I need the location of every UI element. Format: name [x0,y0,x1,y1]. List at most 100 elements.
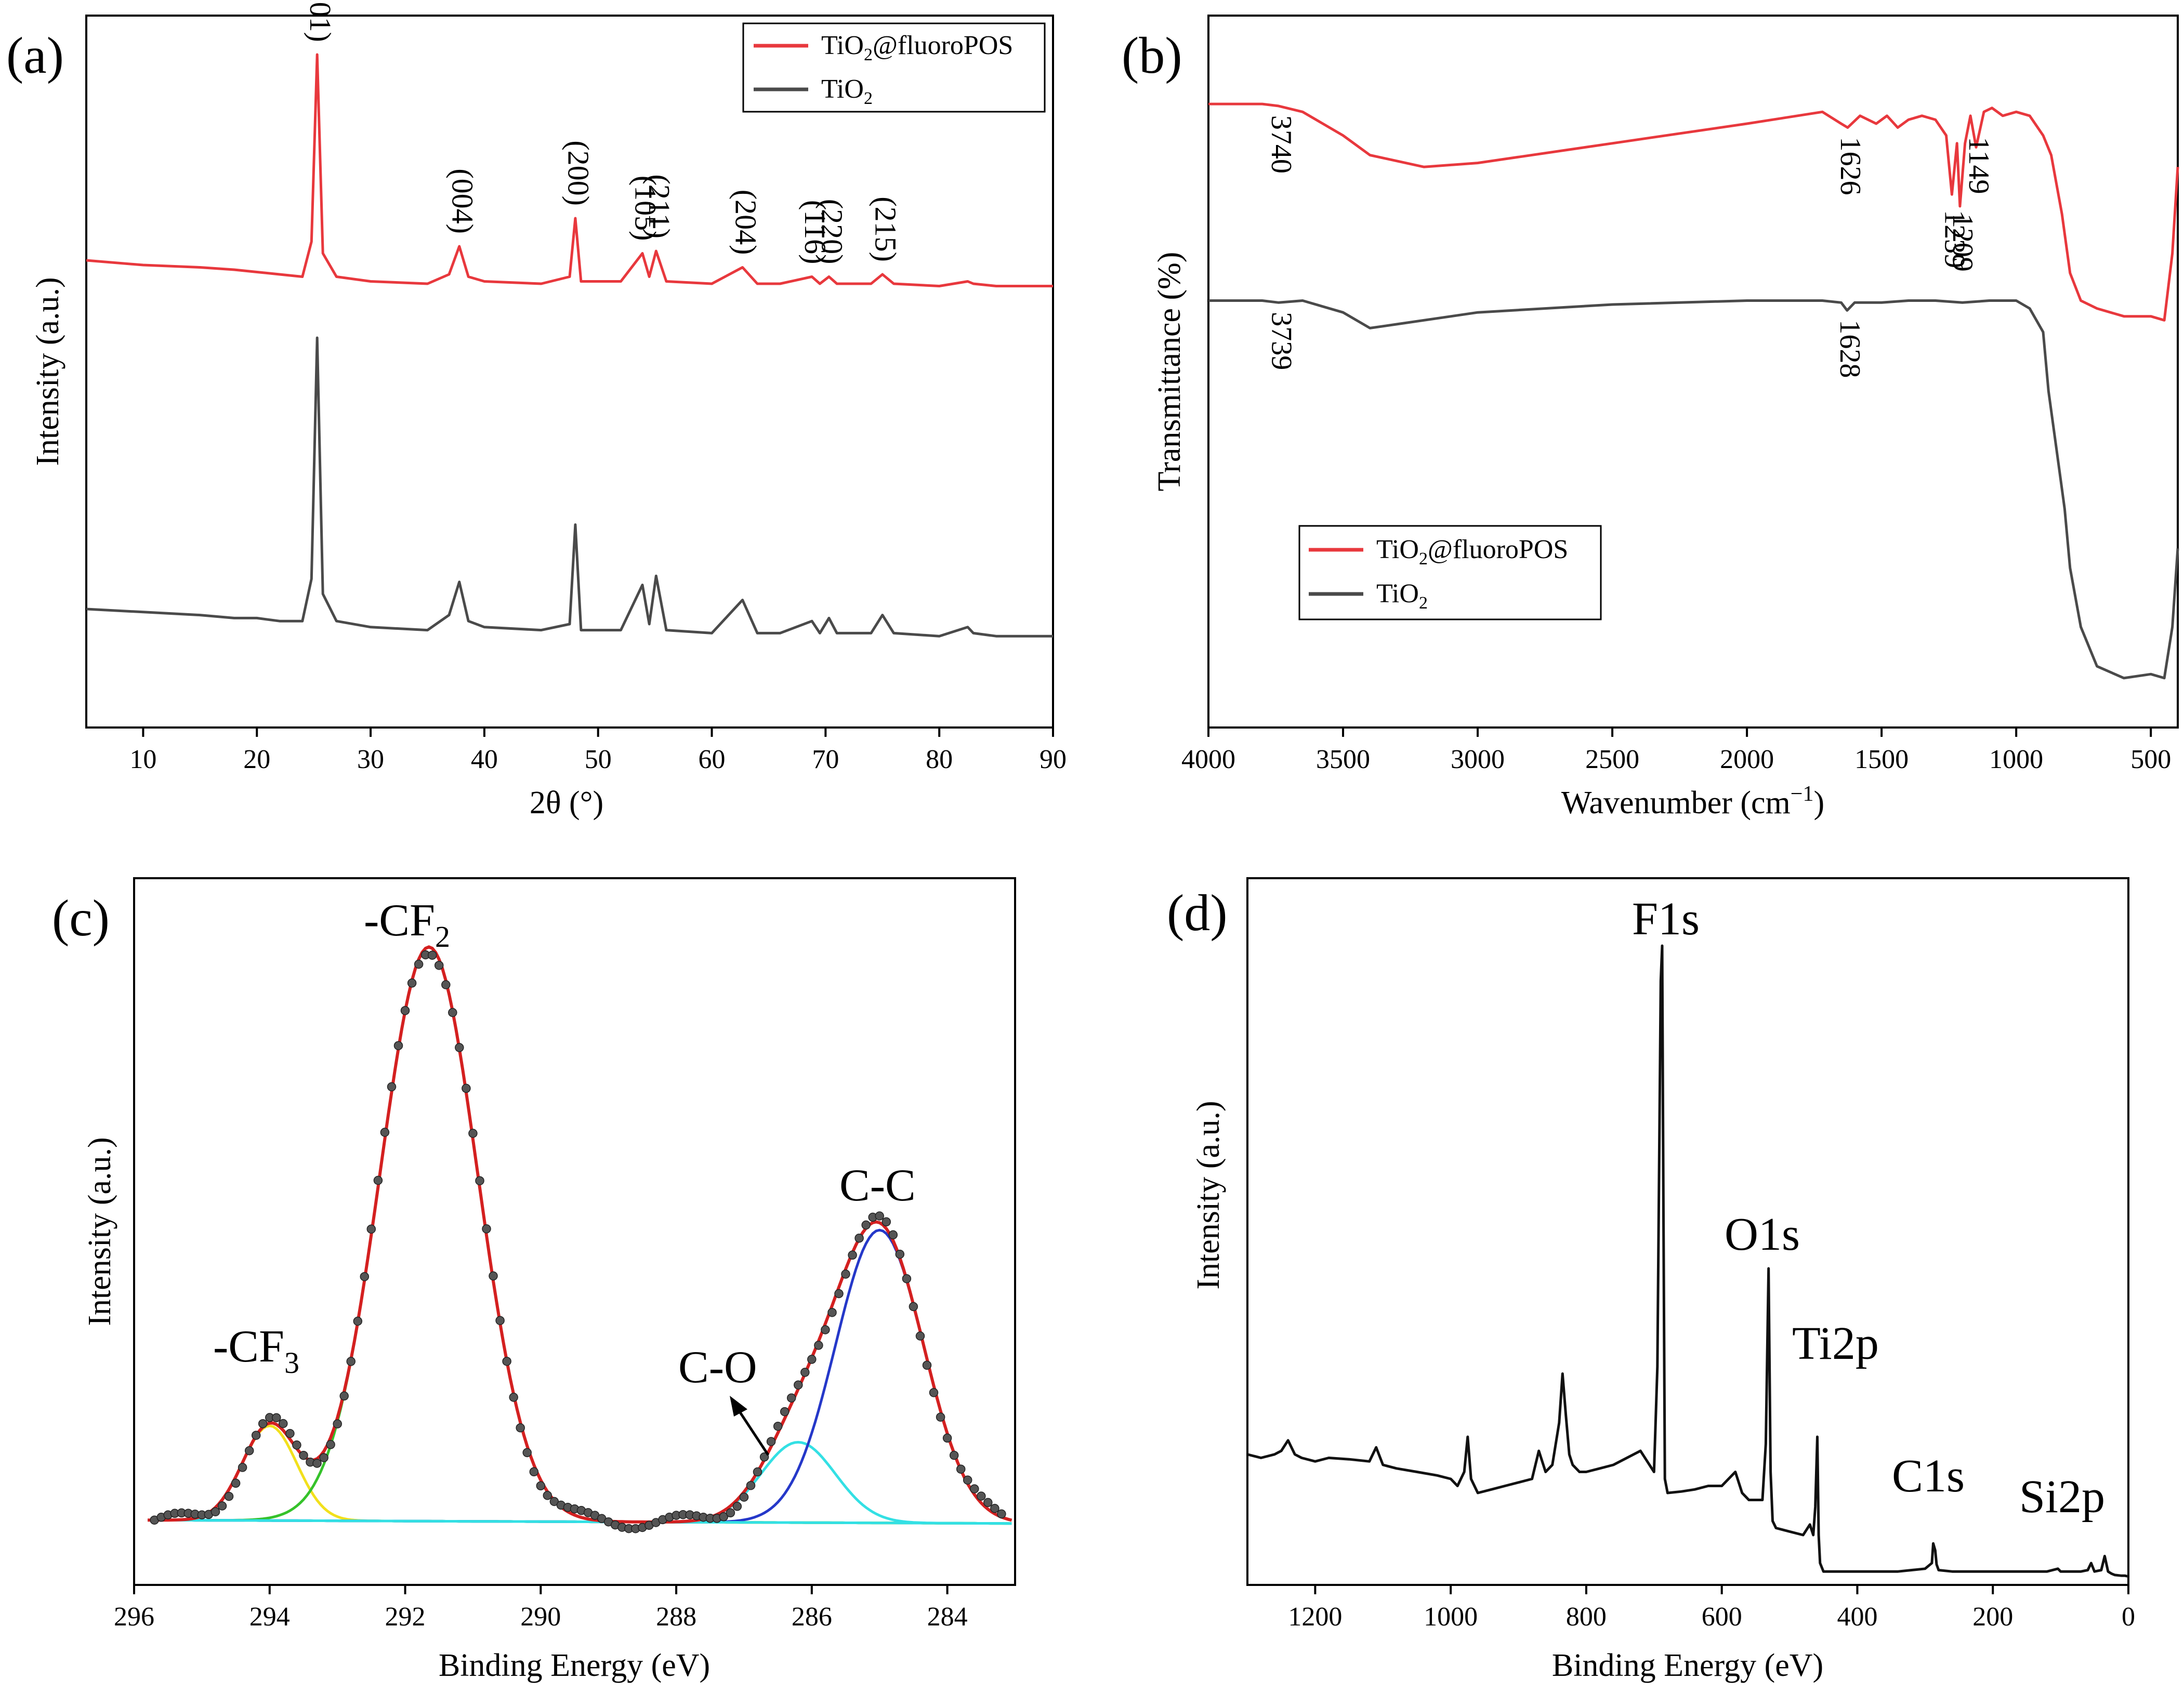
panel-a-x-tick-label: 10 [129,745,156,774]
panel-b-x-tick-label: 4000 [1181,745,1235,774]
panel-c-data-point [922,1360,932,1370]
panel-c-data-point [936,1412,945,1422]
panel-a-series-line-fluoropos [86,53,1053,287]
panel-c-background-line [148,1518,1012,1525]
panel-b-legend-label-2: TiO2 [1376,579,1428,613]
panel-c-x-ticks: 296 294 292 290 288 286 284 [114,1585,968,1632]
panel-a-peak-label: (220) [815,199,849,264]
panel-b-plot-frame [1207,15,2179,729]
panel-c-data-point [814,1341,823,1350]
panel-c-data-point [949,1450,959,1460]
panel-d-series-line [1247,944,2129,1578]
panel-a-peak-label: (204) [729,190,762,255]
panel-c-x-tick-label: 290 [520,1602,561,1632]
panel-c-data-points [150,950,1006,1533]
panel-c-data-point [719,1512,729,1522]
panel-c-data-point [414,959,424,969]
panel-a-legend: TiO2@fluoroPOS TiO2 [742,22,1046,113]
panel-c-data-point [759,1452,769,1462]
panel-d-label-f1s: F1s [1632,893,1700,945]
panel-c-data-point [895,1249,905,1259]
panel-c-data-point [333,1419,342,1429]
panel-c-data-point [380,1128,390,1137]
panel-c-data-point [753,1467,762,1477]
panel-c-data-point [299,1450,308,1460]
panel-b-x-axis-title: Wavenumber (cm−1) [1561,782,1824,821]
panel-c-data-point [861,1220,871,1230]
panel-c-data-point [400,1006,410,1015]
panel-c-data-point [231,1478,241,1488]
panel-b-legend-box [1298,525,1602,620]
panel-b-legend-label-1: TiO2@fluoroPOS [1376,535,1568,568]
panel-c-data-point [732,1502,742,1511]
panel-b-tag: (b) [1122,27,1182,84]
panel-c-data-point [773,1421,783,1431]
panel-c-data-point [292,1440,301,1450]
panel-b-peak-label: 1628 [1834,320,1866,378]
panel-b-x-tick-label: 1500 [1854,745,1909,774]
panel-c-data-point [983,1498,993,1507]
panel-b-series [1208,102,2179,680]
panel-c-data-point [536,1481,546,1491]
panel-c-data-point [977,1491,986,1501]
panel-c-data-point [794,1380,803,1390]
panel-b-x-ticks: 4000 3500 3000 2500 2000 1500 1000 500 [1181,728,2171,774]
panel-a-x-tick-label: 20 [243,745,270,774]
panel-a-peak-label: (215) [869,196,902,262]
panel-c-label-cf3: -CF3 [213,1321,299,1380]
panel-a-peak-label: (200) [562,140,596,206]
panel-c-data-point [875,1211,884,1221]
panel-d: (d) 1200 1000 800 600 400 200 0 F1s O1s Ti2p C… [1167,877,2135,1683]
panel-c-data-point [279,1419,288,1429]
panel-c-data-point [462,1083,471,1093]
panel-c-data-point [827,1307,837,1317]
panel-c-data-point [726,1508,735,1518]
panel-a-x-tick-label: 80 [926,745,953,774]
panel-c-plot-frame [133,877,1016,1586]
panel-b-peak-label: 1239 [1938,210,1970,268]
panel-c-data-point [346,1357,356,1366]
panel-a-x-tick-label: 70 [812,745,839,774]
panel-b-x-tick-label: 2000 [1720,745,1774,774]
panel-c-envelope-curve [148,945,1012,1524]
panel-a-legend-label-2: TiO2 [821,74,873,108]
panel-c-data-point [441,980,451,989]
panel-c-data-point [739,1492,749,1502]
panel-a-peak-label: (105) [629,176,663,241]
panel-d-plot-frame [1246,877,2129,1586]
panel-c-label-co: C-O [678,1342,757,1393]
panel-b-peak-label: 1149 [1963,137,1995,194]
panel-d-x-tick-label: 1000 [1424,1602,1478,1632]
panel-c-data-point [509,1393,518,1402]
panel-d-x-axis-title: Binding Energy (eV) [1552,1648,1823,1683]
panel-b-peak-label: 1626 [1834,137,1866,195]
panel-b-legend: TiO2@fluoroPOS TiO2 [1298,525,1602,620]
panel-c-data-point [407,978,417,988]
panel-c-data-point [807,1355,817,1364]
panel-d-x-ticks: 1200 1000 800 600 400 200 0 [1288,1585,2135,1632]
panel-a-peak-label: (211) [642,175,676,239]
panel-c-data-point [495,1316,505,1325]
panel-b-x-tick-label: 3000 [1451,745,1505,774]
panel-d-label-si2p: Si2p [2019,1471,2105,1523]
panel-b-x-tick-label: 2500 [1585,745,1639,774]
panel-d-x-tick-label: 200 [1972,1602,2013,1632]
panel-d-label-c1s: C1s [1892,1450,1965,1502]
panel-a: (a) (101)(004) (200)(105)(211) (204) (116)(… [6,0,1067,821]
panel-c-data-point [312,1459,322,1468]
panel-a-series-line-tio2 [86,336,1053,638]
panel-c-data-point [251,1431,261,1440]
panel-c-x-tick-label: 294 [249,1602,290,1632]
panel-c-data-point [489,1271,498,1281]
panel-c-data-point [373,1175,383,1185]
panel-c-data-point [909,1302,918,1312]
panel-c-data-point [800,1368,810,1377]
panel-c-data-point [902,1274,912,1284]
panel-d-x-tick-label: 600 [1702,1602,1742,1632]
panel-c-data-point [997,1509,1006,1519]
panel-c-data-point [888,1230,898,1240]
panel-c-data-point [821,1325,830,1334]
panel-c-data-point [434,960,444,970]
panel-c-data-point [326,1440,335,1449]
panel-c-data-point [238,1463,247,1472]
